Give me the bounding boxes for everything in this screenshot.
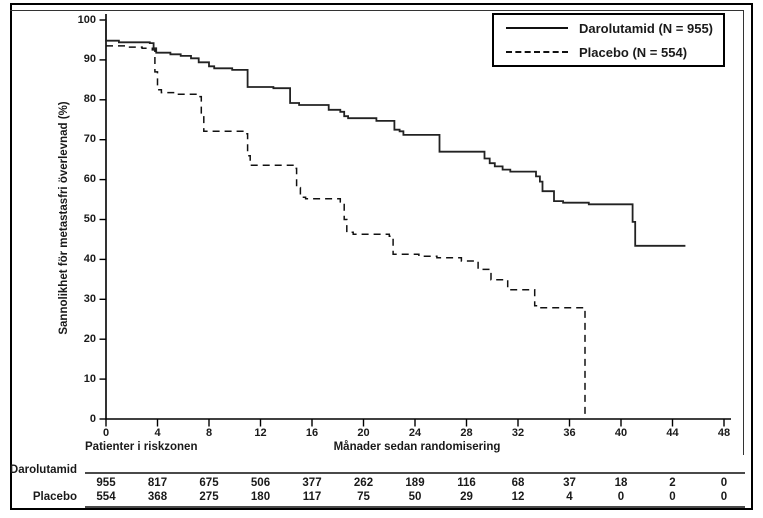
risk-value: 189 [405,477,425,489]
solid-line-sample-icon [506,27,568,29]
risk-value: 675 [199,477,219,489]
risk-value: 18 [614,477,628,489]
risk-value: 817 [147,477,168,489]
y-tick-label: 40 [83,252,96,265]
y-tick-label: 10 [83,372,96,385]
x-tick-label: 4 [154,427,161,439]
risk-value: 554 [96,491,116,503]
risk-value: 12 [511,491,525,503]
risk-value: 37 [563,477,576,489]
risk-value: 29 [460,491,473,503]
risk-value: 955 [96,477,116,489]
y-tick-label: 30 [83,292,96,305]
risk-value: 75 [357,491,370,503]
risk-row-label-placebo: Placebo [32,491,77,503]
x-tick-label: 20 [357,427,370,439]
x-tick-label: 0 [102,427,110,439]
risk-value: 377 [302,477,322,489]
risk-value: 0 [617,491,625,503]
y-tick-label: 60 [83,173,96,186]
x-tick-label: 40 [614,427,628,439]
y-tick-label: 70 [83,133,96,146]
inner-right-hairline [743,10,744,455]
y-tick-label: 90 [83,53,96,66]
risk-value: 2 [669,477,676,489]
x-tick-label: 16 [305,427,319,439]
x-tick-label: 24 [408,427,422,439]
legend-label-darolutamid: Darolutamid (N = 955) [579,20,714,36]
km-curve-placebo [106,45,586,419]
risk-row-label-darolutamid: Darolutamid [9,464,77,476]
x-tick-label: 48 [717,427,731,439]
dashed-line-sample-icon [506,51,568,53]
risk-value: 275 [199,491,219,503]
x-tick-label: 32 [511,427,525,439]
risk-value: 506 [250,477,271,489]
x-tick-label: 36 [563,427,576,439]
risk-value: 180 [250,491,271,503]
x-tick-label: 44 [666,427,679,439]
y-tick-label: 20 [83,332,96,345]
risk-value: 262 [353,477,374,489]
legend: Darolutamid (N = 955) Placebo (N = 554) [492,13,725,67]
risk-table-top-rule [85,472,745,474]
risk-value: 116 [457,477,476,489]
x-tick-label: 8 [205,427,213,439]
risk-value: 117 [302,491,322,503]
risk-table-bottom-rule [85,506,745,508]
x-tick-label: 28 [460,427,473,439]
figure-border [10,3,753,510]
x-tick-label: 12 [254,427,267,439]
y-tick-label: 80 [83,93,96,106]
risk-value: 0 [720,491,728,503]
risk-value: 50 [408,491,422,503]
risk-value: 0 [669,491,676,503]
risk-value: 4 [566,491,573,503]
legend-item-darolutamid: Darolutamid (N = 955) [506,18,723,38]
legend-label-placebo: Placebo (N = 554) [579,44,688,60]
risk-value: 0 [720,477,728,489]
inner-top-hairline [10,10,744,11]
legend-item-placebo: Placebo (N = 554) [506,42,723,62]
risk-table-title: Patienter i riskzonen [85,441,198,453]
km-curve-darolutamid [105,20,686,247]
axes-lines [105,14,731,420]
risk-value: 68 [511,477,525,489]
y-tick-label: 100 [77,13,96,26]
risk-value: 368 [147,491,168,503]
y-tick-label: 50 [83,213,96,225]
y-tick-label: 0 [89,412,96,425]
x-axis-title: Månader sedan randomisering [333,441,501,453]
